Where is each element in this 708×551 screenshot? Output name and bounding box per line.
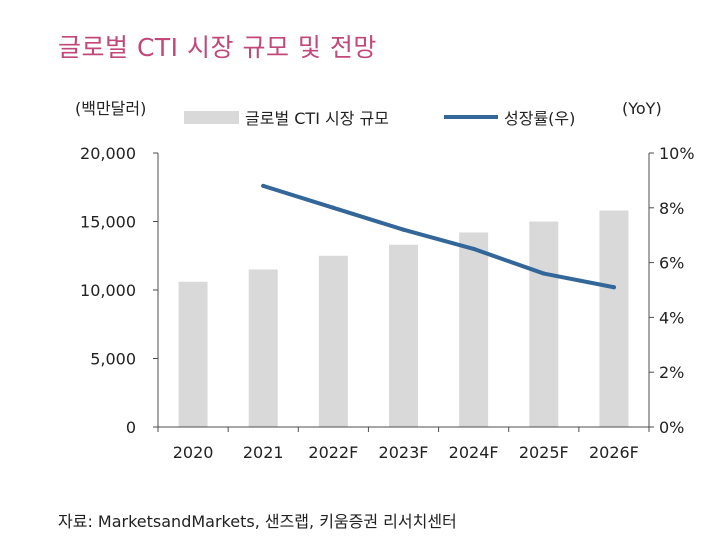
chart-title: 글로벌 CTI 시장 규모 및 전망 [58,33,377,62]
growth-point-2024F [471,246,476,251]
legend-bar-label: 글로벌 CTI 시장 규모 [245,109,389,128]
x-tick-label: 2026F [589,443,639,462]
bar-2022F [318,255,348,427]
bar-2024F [459,232,489,427]
right-tick-label: 6% [659,254,684,273]
x-tick-label: 2021 [243,443,284,462]
x-tick-label: 2022F [308,443,358,462]
right-tick-label: 4% [659,308,684,327]
growth-point-2026F [611,285,616,290]
growth-rate-line [261,183,616,290]
legend-line-label: 성장률(우) [504,109,575,128]
left-tick-label: 10,000 [80,281,136,300]
plot-area: 0 5,000 10,000 15,000 20,000 0% 2% 4% 6% 8% 10% 202… [80,144,695,462]
left-tick-label: 5,000 [90,350,136,369]
bar-2025F [529,221,559,427]
bar-2023F [389,244,418,427]
left-axis-label: (백만달러) [75,99,146,118]
bar-2020 [178,281,208,427]
left-tick-label: 20,000 [80,144,136,163]
left-tick-label: 0 [126,418,136,437]
legend: 글로벌 CTI 시장 규모 성장률(우) [184,109,575,128]
right-tick-label: 8% [659,199,684,218]
right-tick-label: 10% [659,144,695,163]
right-axis-label: (YoY) [622,99,662,118]
bar-2021 [248,269,278,427]
growth-point-2021 [261,183,266,188]
source-note: 자료: MarketsandMarkets, 샌즈랩, 키움증권 리서치센터 [58,512,457,531]
right-tick-label: 2% [659,363,684,382]
bar-2026F [599,210,629,427]
x-tick-label: 2025F [519,443,569,462]
x-tick-label: 2020 [173,443,214,462]
legend-bar-swatch [184,111,239,124]
growth-point-2023F [401,227,406,232]
left-tick-label: 15,000 [80,213,136,232]
growth-point-2022F [331,205,336,210]
x-tick-label: 2023F [379,443,429,462]
growth-point-2025F [541,271,546,276]
right-tick-label: 0% [659,418,684,437]
x-tick-label: 2024F [449,443,499,462]
